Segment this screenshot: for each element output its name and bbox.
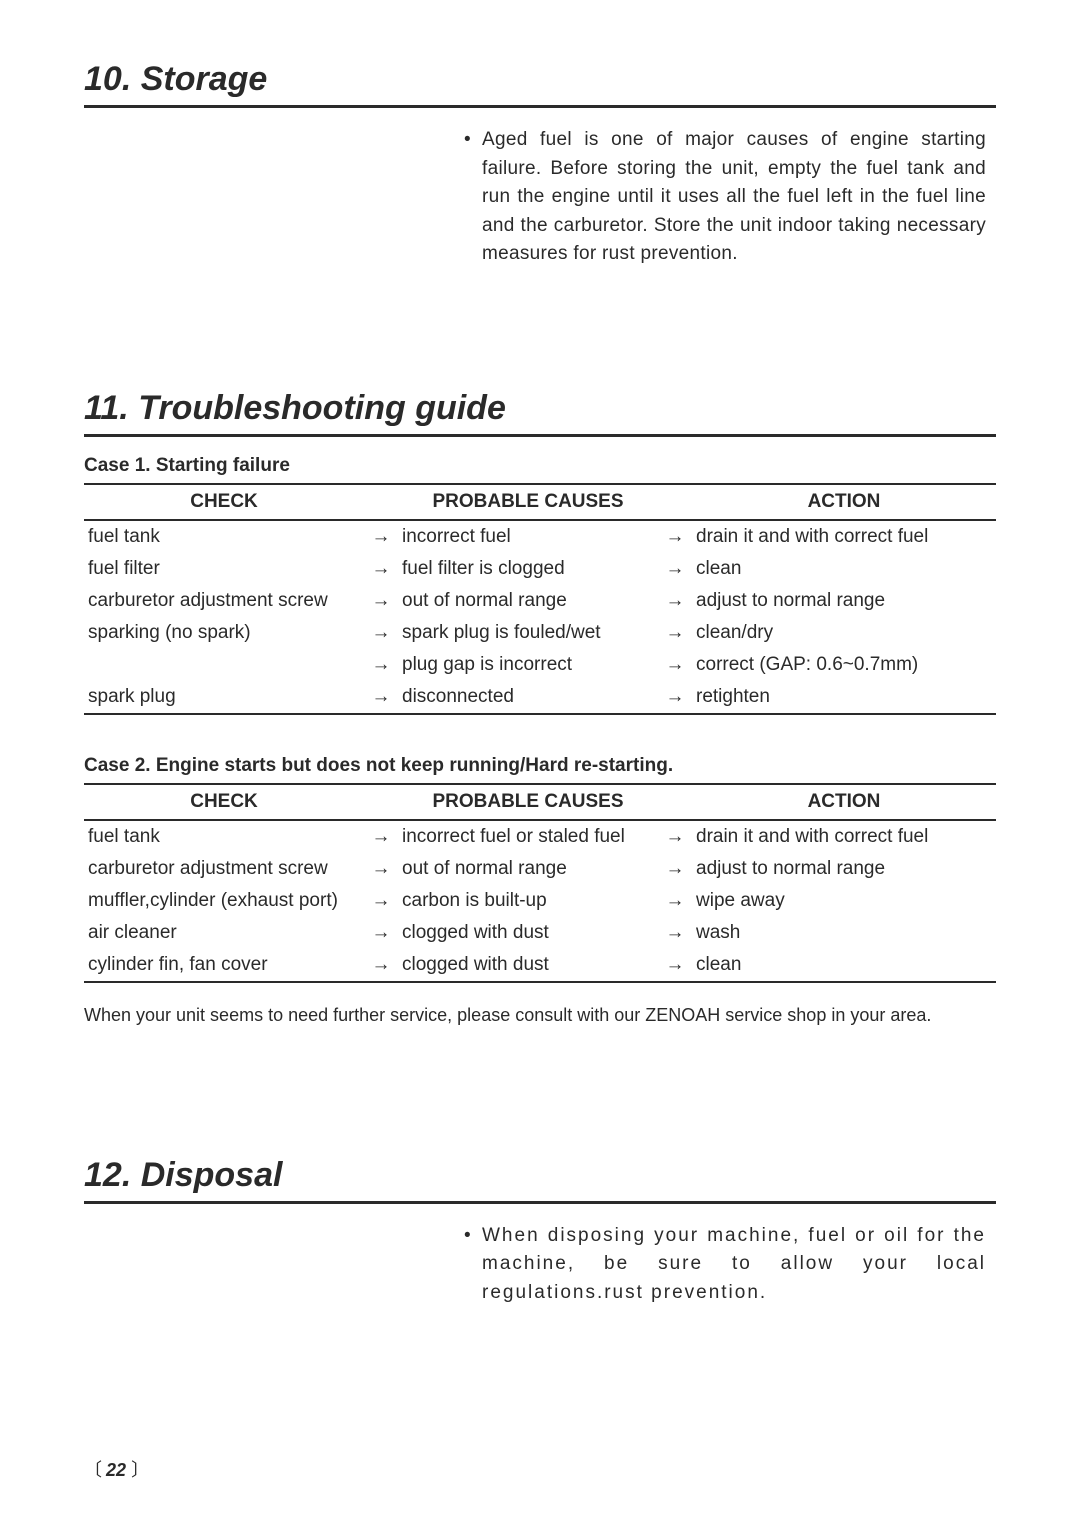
cell-action: wash: [692, 917, 996, 949]
cell-cause: out of normal range: [398, 585, 658, 617]
page-root: 10. Storage • Aged fuel is one of major …: [0, 0, 1080, 1526]
cell-action: clean/dry: [692, 617, 996, 649]
cell-check: carburetor adjustment screw: [84, 853, 364, 885]
cell-cause: clogged with dust: [398, 917, 658, 949]
table-row: muffler,cylinder (exhaust port)→carbon i…: [84, 885, 996, 917]
arrow-icon: →: [658, 885, 692, 917]
cell-check: air cleaner: [84, 917, 364, 949]
page-number: 〔 22 〕: [84, 1456, 148, 1482]
case2-body: fuel tank→incorrect fuel or staled fuel→…: [84, 820, 996, 982]
table-row: →plug gap is incorrect→correct (GAP: 0.6…: [84, 649, 996, 681]
arrow-icon: →: [364, 520, 398, 553]
case2-table: CHECK PROBABLE CAUSES ACTION fuel tank→i…: [84, 783, 996, 983]
arrow-icon: →: [364, 553, 398, 585]
arrow-icon: →: [364, 853, 398, 885]
arrow-icon: →: [364, 885, 398, 917]
cell-cause: out of normal range: [398, 853, 658, 885]
cell-check: [84, 649, 364, 681]
table-row: air cleaner→clogged with dust→wash: [84, 917, 996, 949]
case1-header-action: ACTION: [692, 484, 996, 520]
section-10-title: 10. Storage: [84, 60, 996, 108]
cell-action: correct (GAP: 0.6~0.7mm): [692, 649, 996, 681]
arrow-icon: →: [658, 917, 692, 949]
cell-action: clean: [692, 949, 996, 982]
arrow-icon: →: [658, 681, 692, 714]
case2-header-check: CHECK: [84, 784, 364, 820]
table-row: carburetor adjustment screw→out of norma…: [84, 585, 996, 617]
case1-header-check: CHECK: [84, 484, 364, 520]
page-number-value: 22: [106, 1460, 126, 1480]
cell-check: sparking (no spark): [84, 617, 364, 649]
table-row: cylinder fin, fan cover→clogged with dus…: [84, 949, 996, 982]
cell-action: retighten: [692, 681, 996, 714]
arrow-icon: →: [364, 949, 398, 982]
section-11-title: 11. Troubleshooting guide: [84, 389, 996, 437]
case1-header-cause: PROBABLE CAUSES: [398, 484, 658, 520]
cell-check: muffler,cylinder (exhaust port): [84, 885, 364, 917]
case2-title: Case 2. Engine starts but does not keep …: [84, 755, 996, 777]
bracket-left: 〔: [84, 1460, 101, 1480]
cell-cause: clogged with dust: [398, 949, 658, 982]
cell-cause: carbon is built-up: [398, 885, 658, 917]
case1-table: CHECK PROBABLE CAUSES ACTION fuel tank→i…: [84, 483, 996, 715]
arrow-icon: →: [658, 553, 692, 585]
cell-action: clean: [692, 553, 996, 585]
cell-cause: spark plug is fouled/wet: [398, 617, 658, 649]
table-row: sparking (no spark)→spark plug is fouled…: [84, 617, 996, 649]
arrow-icon: →: [658, 649, 692, 681]
case1-body: fuel tank→incorrect fuel→drain it and wi…: [84, 520, 996, 714]
cell-action: adjust to normal range: [692, 585, 996, 617]
table-row: carburetor adjustment screw→out of norma…: [84, 853, 996, 885]
arrow-icon: →: [658, 820, 692, 853]
cell-cause: incorrect fuel or staled fuel: [398, 820, 658, 853]
arrow-icon: →: [658, 520, 692, 553]
table-row: fuel filter→fuel filter is clogged→clean: [84, 553, 996, 585]
section-12-body: • When disposing your machine, fuel or o…: [464, 1222, 986, 1308]
cell-check: carburetor adjustment screw: [84, 585, 364, 617]
section-12-bullet-text: When disposing your machine, fuel or oil…: [482, 1222, 986, 1308]
arrow-icon: →: [364, 585, 398, 617]
bullet-dot: •: [464, 1222, 482, 1308]
arrow-icon: →: [658, 585, 692, 617]
cell-check: spark plug: [84, 681, 364, 714]
table-row: fuel tank→incorrect fuel or staled fuel→…: [84, 820, 996, 853]
arrow-icon: →: [364, 820, 398, 853]
arrow-icon: →: [658, 949, 692, 982]
case2-header-action: ACTION: [692, 784, 996, 820]
arrow-icon: →: [658, 853, 692, 885]
cell-cause: disconnected: [398, 681, 658, 714]
table-row: spark plug→disconnected→retighten: [84, 681, 996, 714]
cell-cause: incorrect fuel: [398, 520, 658, 553]
arrow-icon: →: [364, 649, 398, 681]
arrow-icon: →: [658, 617, 692, 649]
section-10-bullet-text: Aged fuel is one of major causes of engi…: [482, 126, 986, 269]
cell-check: cylinder fin, fan cover: [84, 949, 364, 982]
cell-check: fuel tank: [84, 520, 364, 553]
arrow-icon: →: [364, 617, 398, 649]
cell-cause: fuel filter is clogged: [398, 553, 658, 585]
cell-action: drain it and with correct fuel: [692, 820, 996, 853]
bullet-dot: •: [464, 126, 482, 269]
section-11-footnote: When your unit seems to need further ser…: [84, 1005, 996, 1026]
cell-action: drain it and with correct fuel: [692, 520, 996, 553]
arrow-icon: →: [364, 917, 398, 949]
cell-check: fuel filter: [84, 553, 364, 585]
table-row: fuel tank→incorrect fuel→drain it and wi…: [84, 520, 996, 553]
cell-action: wipe away: [692, 885, 996, 917]
case1-title: Case 1. Starting failure: [84, 455, 996, 477]
bracket-right: 〕: [131, 1460, 148, 1480]
cell-cause: plug gap is incorrect: [398, 649, 658, 681]
cell-check: fuel tank: [84, 820, 364, 853]
cell-action: adjust to normal range: [692, 853, 996, 885]
section-10-body: • Aged fuel is one of major causes of en…: [464, 126, 986, 269]
arrow-icon: →: [364, 681, 398, 714]
case2-header-cause: PROBABLE CAUSES: [398, 784, 658, 820]
section-12-title: 12. Disposal: [84, 1156, 996, 1204]
